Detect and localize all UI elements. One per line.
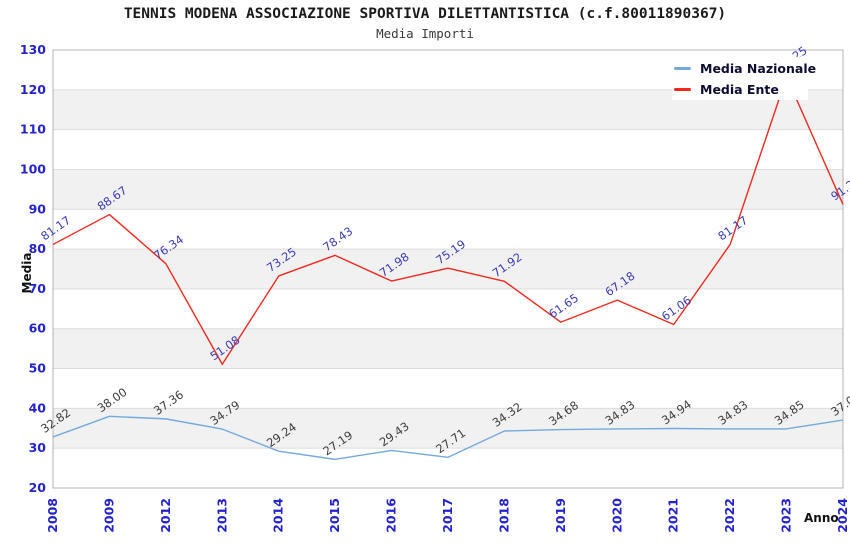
- y-tick-label: 100: [20, 161, 46, 176]
- y-tick-label: 80: [29, 241, 47, 256]
- x-tick-label: 2021: [666, 498, 681, 533]
- y-axis-title: Media: [20, 252, 34, 294]
- y-tick-label: 120: [20, 82, 46, 97]
- x-tick-label: 2023: [779, 498, 794, 533]
- chart-title: TENNIS MODENA ASSOCIAZIONE SPORTIVA DILE…: [123, 6, 727, 22]
- x-tick-label: 2008: [45, 498, 60, 533]
- point-label: 81.17: [38, 213, 73, 243]
- x-tick-label: 2020: [609, 498, 624, 533]
- x-tick-label: 2024: [835, 498, 850, 533]
- x-tick-label: 2016: [384, 498, 399, 533]
- plot-band: [53, 328, 843, 369]
- series-line-media-ente: [52, 76, 844, 365]
- x-tick-label: 2009: [101, 498, 116, 533]
- plot-border: [52, 49, 844, 489]
- plot-band: [53, 249, 843, 289]
- y-tick-label: 40: [29, 400, 47, 415]
- y-tick-label: 90: [29, 201, 47, 216]
- point-label: 61.06: [659, 293, 694, 323]
- legend-item-media-ente: Media Ente: [674, 81, 808, 97]
- plot-band: [53, 169, 843, 210]
- chart-subtitle: Media Importi: [376, 26, 474, 41]
- x-axis-title: Anno: [804, 511, 839, 525]
- x-tick-label: 2014: [271, 498, 286, 533]
- x-tick-label: 2015: [327, 498, 342, 533]
- y-tick-label: 20: [29, 480, 47, 495]
- x-tick-label: 2019: [553, 498, 568, 533]
- y-tick-label: 30: [29, 440, 47, 455]
- x-tick-label: 2022: [722, 498, 737, 533]
- y-tick-label: 110: [20, 122, 46, 137]
- y-tick-label: 70: [29, 281, 47, 296]
- x-tick-label: 2012: [158, 498, 173, 533]
- y-tick-label: 50: [29, 361, 47, 376]
- y-tick-label: 60: [29, 321, 47, 336]
- x-tick-label: 2018: [496, 498, 511, 533]
- legend: Media Nazionale Media Ente: [672, 57, 816, 100]
- legend-swatch-icon: [674, 87, 691, 91]
- legend-label: Media Nazionale: [700, 60, 817, 76]
- x-tick-label: 2013: [214, 498, 229, 533]
- y-tick-label: 130: [20, 42, 46, 57]
- legend-label: Media Ente: [700, 81, 779, 97]
- legend-swatch-icon: [674, 66, 691, 70]
- legend-item-media-nazionale: Media Nazionale: [674, 60, 816, 76]
- point-label: 81.17: [715, 213, 750, 243]
- series-line-media-nazionale: [52, 415, 844, 461]
- x-tick-label: 2017: [440, 498, 455, 533]
